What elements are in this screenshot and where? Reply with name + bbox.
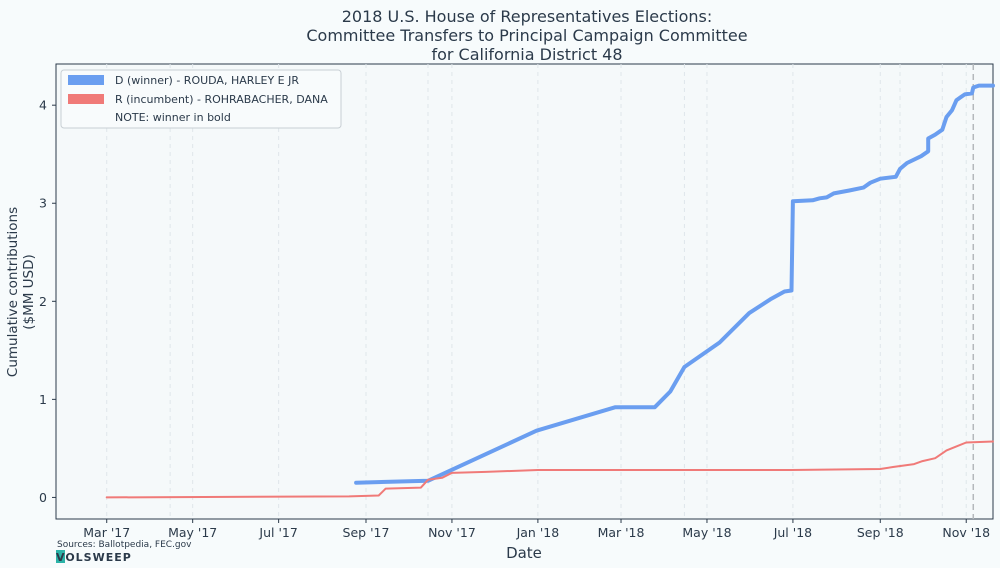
legend-label-r: R (incumbent) - ROHRABACHER, DANA <box>115 93 328 106</box>
chart-title: 2018 U.S. House of Representatives Elect… <box>306 7 747 64</box>
x-tick-label: Jul '18 <box>773 525 812 540</box>
x-axis-label: Date <box>506 544 542 562</box>
x-tick-label: May '17 <box>168 525 217 540</box>
y-tick-label: 4 <box>39 98 47 113</box>
legend: D (winner) - ROUDA, HARLEY E JR R (incum… <box>60 69 342 129</box>
title-line-3: for California District 48 <box>431 45 622 64</box>
legend-swatch-r <box>68 94 104 104</box>
x-tick-label: May '18 <box>682 525 731 540</box>
x-tick-label: Mar '18 <box>598 525 645 540</box>
y-tick-label: 3 <box>39 196 47 211</box>
series-line-r <box>105 440 994 499</box>
x-tick-label: Nov '17 <box>428 525 476 540</box>
y-tick-label: 0 <box>39 490 47 505</box>
y-axis-label-line-1: Cumulative contributions <box>5 207 21 377</box>
legend-swatch-d <box>68 75 104 85</box>
y-axis-ticks: 0 1 2 3 4 <box>39 98 56 505</box>
legend-box <box>60 69 342 129</box>
x-tick-label: Mar '17 <box>83 525 130 540</box>
logo-text: VOLSWEEP <box>56 551 132 564</box>
sources-text: Sources: Ballotpedia, FEC.gov <box>57 540 192 550</box>
reference-lines <box>169 64 975 519</box>
logo-mark <box>56 550 65 563</box>
y-axis-label: Cumulative contributions ($MM USD) <box>5 207 37 377</box>
x-tick-label: Jan '18 <box>516 525 560 540</box>
y-axis-label-line-2: ($MM USD) <box>21 254 37 330</box>
plot-area <box>55 63 994 520</box>
y-tick-label: 2 <box>39 294 47 309</box>
title-line-2: Committee Transfers to Principal Campaig… <box>306 26 747 45</box>
logo: VOLSWEEP <box>56 550 132 564</box>
series-line-d <box>354 83 995 485</box>
legend-note: NOTE: winner in bold <box>115 111 231 124</box>
series <box>105 83 995 499</box>
y-tick-label: 1 <box>39 392 47 407</box>
title-line-1: 2018 U.S. House of Representatives Elect… <box>342 7 713 26</box>
x-tick-label: Sep '17 <box>343 525 390 540</box>
x-tick-label: Nov '18 <box>942 525 990 540</box>
legend-label-d: D (winner) - ROUDA, HARLEY E JR <box>115 74 299 87</box>
x-tick-label: Sep '18 <box>857 525 904 540</box>
x-tick-label: Jul '17 <box>258 525 297 540</box>
x-axis-ticks: Mar '17 May '17 Jul '17 Sep '17 Nov '17 Jan '… <box>83 519 990 540</box>
